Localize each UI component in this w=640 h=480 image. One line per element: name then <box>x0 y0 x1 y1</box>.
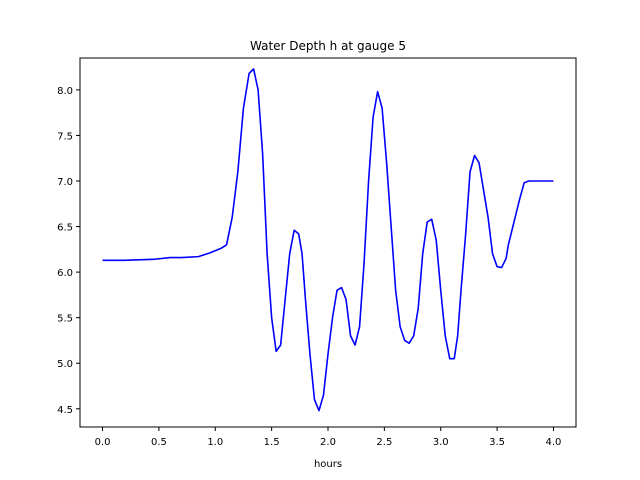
y-tick-label: 5.5 <box>57 314 73 325</box>
x-tick-label: 3.5 <box>489 437 505 448</box>
y-tick-label: 7.5 <box>57 131 73 142</box>
chart-title: Water Depth h at gauge 5 <box>250 39 406 53</box>
plot-area <box>102 68 554 412</box>
x-tick-label: 3.0 <box>433 437 449 448</box>
x-tick-label: 4.0 <box>546 437 562 448</box>
y-tick-label: 8.0 <box>57 86 73 97</box>
y-tick-label: 6.0 <box>57 268 73 279</box>
x-axis-label: hours <box>314 459 342 470</box>
x-tick-label: 0.5 <box>151 437 167 448</box>
x-tick-label: 1.5 <box>264 437 280 448</box>
y-axis: 4.5 5.0 5.5 6.0 6.5 7.0 7.5 8.0 <box>57 86 80 416</box>
x-tick-label: 2.0 <box>320 437 336 448</box>
x-axis: 0.0 0.5 1.0 1.5 2.0 2.5 3.0 3.5 4.0 <box>95 427 562 448</box>
y-tick-label: 4.5 <box>57 405 73 416</box>
x-tick-label: 1.0 <box>207 437 223 448</box>
y-tick-label: 5.0 <box>57 359 73 370</box>
y-tick-label: 6.5 <box>57 223 73 234</box>
axes-frame <box>79 57 577 428</box>
x-tick-label: 2.5 <box>376 437 392 448</box>
series-line-0 <box>102 68 554 412</box>
x-tick-label: 0.0 <box>95 437 111 448</box>
y-tick-label: 7.0 <box>57 177 73 188</box>
